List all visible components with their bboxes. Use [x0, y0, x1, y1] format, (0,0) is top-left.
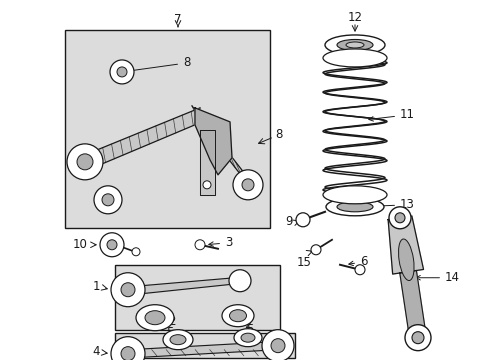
Text: 13: 13: [361, 198, 414, 211]
Circle shape: [394, 213, 404, 223]
Polygon shape: [130, 278, 237, 295]
Text: 10: 10: [73, 238, 88, 251]
Circle shape: [310, 245, 320, 255]
Circle shape: [117, 67, 127, 77]
Circle shape: [100, 233, 124, 257]
Text: 2: 2: [159, 315, 175, 328]
Ellipse shape: [323, 49, 386, 67]
Circle shape: [404, 325, 430, 351]
Ellipse shape: [234, 329, 262, 347]
Text: 8: 8: [274, 129, 282, 141]
Ellipse shape: [336, 202, 372, 212]
Text: 8: 8: [125, 57, 190, 73]
Circle shape: [228, 270, 250, 292]
Polygon shape: [192, 106, 253, 192]
Ellipse shape: [170, 335, 185, 345]
Circle shape: [295, 213, 309, 227]
Text: 15: 15: [296, 256, 311, 269]
Bar: [115, 265, 280, 330]
Text: 11: 11: [368, 108, 414, 121]
Polygon shape: [200, 130, 215, 195]
Circle shape: [111, 337, 145, 360]
Circle shape: [111, 273, 145, 307]
Ellipse shape: [136, 305, 174, 331]
Ellipse shape: [323, 186, 386, 204]
Text: 1: 1: [92, 280, 100, 293]
Text: 5: 5: [166, 326, 173, 339]
Circle shape: [121, 283, 135, 297]
Polygon shape: [85, 108, 202, 170]
Circle shape: [242, 179, 253, 191]
Circle shape: [110, 60, 134, 84]
Circle shape: [388, 207, 410, 229]
Ellipse shape: [346, 42, 363, 48]
Text: 2: 2: [238, 316, 251, 331]
Text: 14: 14: [415, 271, 459, 284]
Bar: [65, 30, 269, 228]
Ellipse shape: [336, 40, 372, 50]
Circle shape: [94, 186, 122, 214]
Circle shape: [232, 170, 263, 200]
Text: 9: 9: [285, 215, 292, 228]
Text: 12: 12: [347, 12, 362, 24]
Ellipse shape: [325, 35, 384, 55]
Circle shape: [411, 332, 423, 344]
Circle shape: [77, 154, 93, 170]
Ellipse shape: [241, 333, 254, 342]
Circle shape: [270, 339, 285, 353]
Circle shape: [102, 194, 114, 206]
Text: 5: 5: [245, 323, 253, 336]
Text: 3: 3: [208, 236, 232, 249]
Circle shape: [107, 240, 117, 250]
Polygon shape: [130, 342, 278, 358]
Polygon shape: [195, 108, 231, 175]
Text: 6: 6: [348, 255, 367, 268]
Ellipse shape: [229, 310, 246, 322]
Circle shape: [354, 265, 364, 275]
Circle shape: [67, 144, 103, 180]
Circle shape: [262, 330, 293, 360]
Ellipse shape: [222, 305, 253, 327]
Text: 4: 4: [92, 345, 100, 358]
Ellipse shape: [398, 239, 413, 280]
Ellipse shape: [163, 330, 193, 350]
Circle shape: [121, 347, 135, 360]
Circle shape: [203, 181, 210, 189]
Circle shape: [195, 240, 204, 250]
Circle shape: [132, 248, 140, 256]
Ellipse shape: [325, 198, 383, 216]
Ellipse shape: [145, 311, 164, 325]
Polygon shape: [387, 216, 423, 274]
Polygon shape: [399, 270, 426, 339]
Text: 7: 7: [174, 13, 182, 27]
Bar: [115, 333, 294, 358]
